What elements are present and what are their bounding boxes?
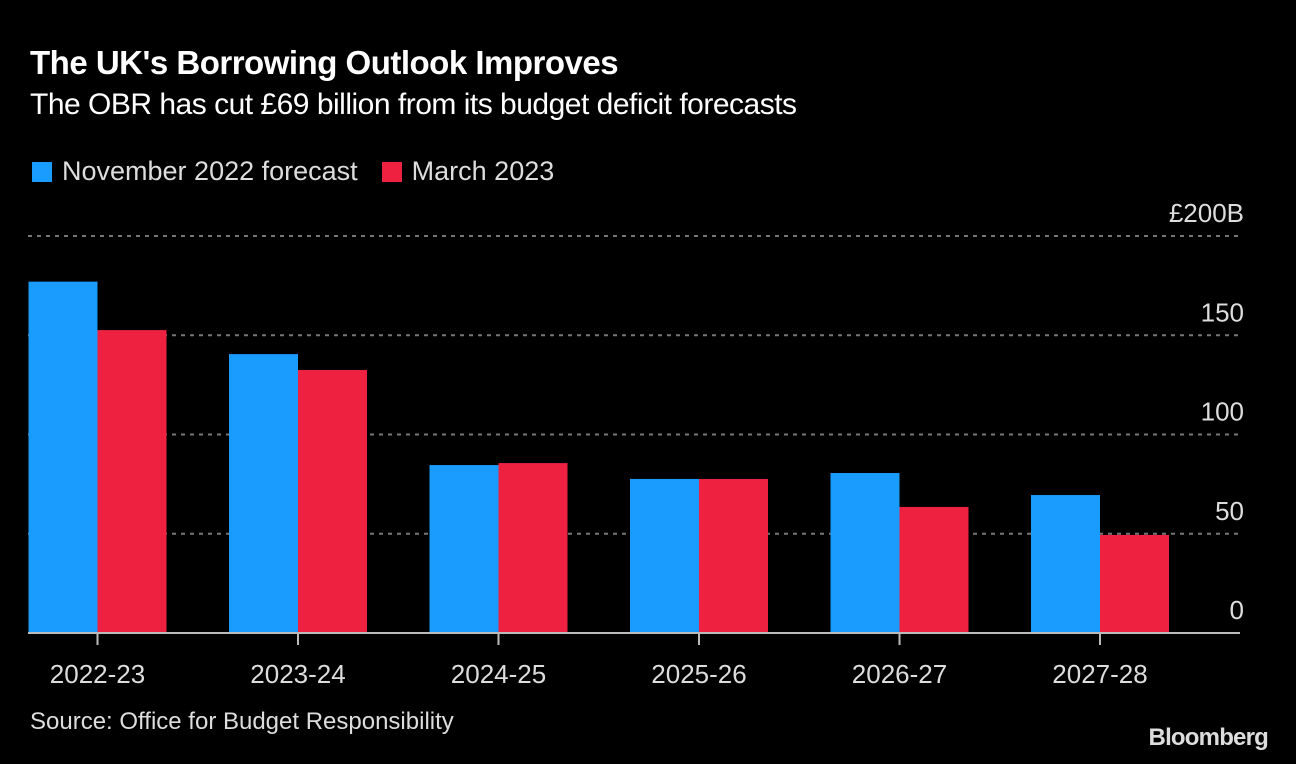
bloomberg-logo: Bloomberg (1148, 724, 1269, 751)
x-tick-label: 2023-24 (250, 659, 345, 689)
legend-label-november: November 2022 forecast (62, 156, 358, 186)
bar-march-2023-2022-23 (97, 330, 167, 633)
x-tick-label: 2025-26 (651, 659, 746, 689)
bar-march-2023-2025-26 (699, 478, 768, 633)
bar-november-2022-2022-23 (28, 281, 98, 633)
bar-march-2023-2027-28 (1100, 534, 1169, 633)
y-tick-label: 0 (1230, 595, 1244, 625)
bar-november-2022-2025-26 (630, 478, 699, 633)
y-tick-label: 100 (1201, 397, 1244, 427)
y-tick-label: £200B (1169, 198, 1244, 228)
bar-march-2023-2026-27 (899, 506, 969, 633)
chart-title: The UK's Borrowing Outlook Improves (30, 44, 619, 81)
y-tick-label: 50 (1215, 496, 1244, 526)
bar-november-2022-2026-27 (830, 473, 900, 633)
x-tick-label: 2022-23 (50, 659, 145, 689)
legend-item-november: November 2022 forecast (32, 156, 358, 187)
legend-item-march: March 2023 (381, 156, 555, 187)
bar-november-2022-2023-24 (229, 354, 298, 633)
x-tick-label: 2027-28 (1052, 659, 1147, 689)
bar-march-2023-2024-25 (498, 463, 568, 633)
bar-november-2022-2024-25 (429, 465, 499, 633)
source-note: Source: Office for Budget Responsibility (30, 708, 454, 735)
y-tick-label: 150 (1201, 297, 1244, 327)
chart-subtitle: The OBR has cut £69 billion from its bud… (30, 88, 797, 121)
legend: November 2022 forecast March 2023 (32, 156, 578, 187)
legend-label-march: March 2023 (411, 156, 555, 186)
legend-swatch-november (32, 161, 52, 182)
legend-swatch-march (381, 161, 402, 182)
bar-march-2023-2023-24 (298, 369, 367, 633)
bar-november-2022-2027-28 (1031, 495, 1100, 633)
x-tick-label: 2024-25 (451, 659, 546, 689)
x-tick-label: 2026-27 (852, 659, 947, 689)
